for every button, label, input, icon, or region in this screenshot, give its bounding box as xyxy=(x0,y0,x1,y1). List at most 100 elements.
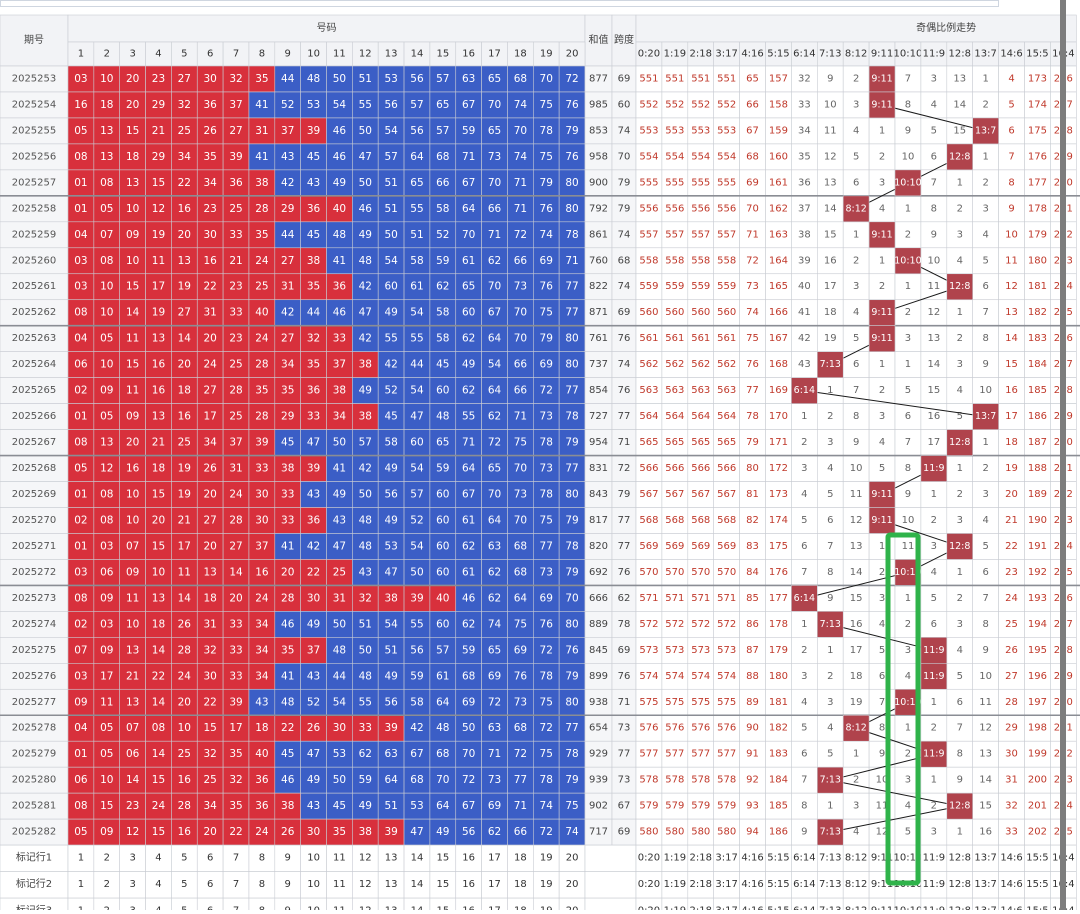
number-cell xyxy=(532,714,560,742)
miss-count: 175 xyxy=(769,541,788,552)
marker-number: 6 xyxy=(207,879,213,890)
miss-cell xyxy=(816,455,844,482)
miss-count: 571 xyxy=(717,593,736,604)
marker-ratio: 6:14 xyxy=(793,879,815,890)
number: 45 xyxy=(281,748,294,760)
span-cell xyxy=(611,429,637,456)
sum-cell xyxy=(584,65,613,93)
column-ratio: 2:18 xyxy=(690,49,712,60)
miss-count: 2 xyxy=(931,801,937,812)
number-cell xyxy=(532,429,560,456)
miss-count: 560 xyxy=(717,307,736,318)
miss-count: 196 xyxy=(1028,671,1047,682)
miss-cell xyxy=(1024,325,1051,352)
number-cell xyxy=(67,117,95,145)
sum: 843 xyxy=(589,489,608,500)
miss-cell xyxy=(687,818,714,846)
number: 27 xyxy=(281,255,294,267)
ratio-highlight xyxy=(946,792,973,820)
number: 77 xyxy=(540,540,553,552)
number-cell xyxy=(481,611,508,638)
miss-cell xyxy=(972,351,999,378)
miss-count: 27 xyxy=(1005,671,1018,682)
number: 35 xyxy=(255,385,268,397)
miss-cell xyxy=(972,429,999,456)
number: 62 xyxy=(488,826,501,838)
miss-count: 569 xyxy=(665,541,684,552)
number: 71 xyxy=(462,437,475,449)
number-cell xyxy=(300,818,327,846)
miss-count: 7 xyxy=(853,385,859,396)
number: 73 xyxy=(488,774,501,786)
number: 06 xyxy=(100,566,114,578)
miss-count: 19 xyxy=(1005,463,1018,474)
miss-count: 4 xyxy=(957,255,963,266)
miss-cell xyxy=(713,143,740,171)
miss-count: 575 xyxy=(691,697,710,708)
number-cell xyxy=(481,247,508,275)
number: 60 xyxy=(410,437,423,449)
header-cell xyxy=(0,14,69,67)
period: 2025254 xyxy=(12,99,57,110)
number-cell xyxy=(377,377,405,404)
number: 44 xyxy=(410,359,424,371)
number: 41 xyxy=(281,670,294,682)
column-number: 7 xyxy=(233,49,239,60)
miss-cell xyxy=(687,611,714,638)
miss-cell xyxy=(687,792,714,820)
number: 78 xyxy=(565,540,578,552)
number: 09 xyxy=(74,696,87,708)
miss-count: 74 xyxy=(746,307,759,318)
number: 53 xyxy=(410,800,423,812)
number-cell xyxy=(196,247,224,275)
miss-count: 68 xyxy=(746,151,759,162)
number-cell xyxy=(326,455,353,482)
column-number: 19 xyxy=(540,49,553,60)
ratio-label: 10:10 xyxy=(894,255,921,266)
number: 05 xyxy=(100,203,113,215)
miss-cell xyxy=(687,91,714,119)
miss-cell xyxy=(661,455,689,482)
number: 09 xyxy=(126,411,139,423)
number: 18 xyxy=(203,592,216,604)
number: 68 xyxy=(514,566,527,578)
miss-count: 10 xyxy=(824,99,837,110)
miss-count: 1 xyxy=(957,463,963,474)
miss-count: 87 xyxy=(746,645,759,656)
number: 51 xyxy=(410,229,423,241)
number: 52 xyxy=(436,229,449,241)
miss-cell xyxy=(687,585,714,612)
sum: 877 xyxy=(589,73,608,84)
miss-count: 8 xyxy=(905,463,911,474)
number-cell xyxy=(119,559,146,586)
number-cell xyxy=(196,559,224,586)
miss-count: 558 xyxy=(639,255,658,266)
number: 14 xyxy=(229,566,243,578)
number-cell xyxy=(455,195,482,223)
miss-cell xyxy=(713,221,740,249)
number-cell xyxy=(455,714,482,742)
number-cell xyxy=(248,611,276,638)
number: 72 xyxy=(540,644,553,656)
number: 16 xyxy=(178,774,192,786)
number: 10 xyxy=(100,73,113,85)
number: 78 xyxy=(565,411,578,423)
number: 18 xyxy=(152,463,165,475)
marker-cell xyxy=(635,844,663,872)
miss-cell xyxy=(713,195,740,223)
miss-count: 38 xyxy=(798,229,811,240)
number-cell xyxy=(352,195,379,223)
miss-cell xyxy=(713,325,740,352)
miss-cell xyxy=(868,143,896,171)
number: 55 xyxy=(410,333,423,345)
miss-count: 13 xyxy=(927,333,940,344)
number: 65 xyxy=(488,463,501,475)
marker-number: 4 xyxy=(155,906,161,910)
number: 18 xyxy=(126,151,139,163)
miss-count: 578 xyxy=(665,775,684,786)
number-cell xyxy=(532,740,560,768)
miss-count: 11 xyxy=(902,541,915,552)
marker-ratio: 13:7 xyxy=(974,853,996,864)
column-ratio: 0:20 xyxy=(638,49,660,60)
header-cell xyxy=(352,41,379,67)
